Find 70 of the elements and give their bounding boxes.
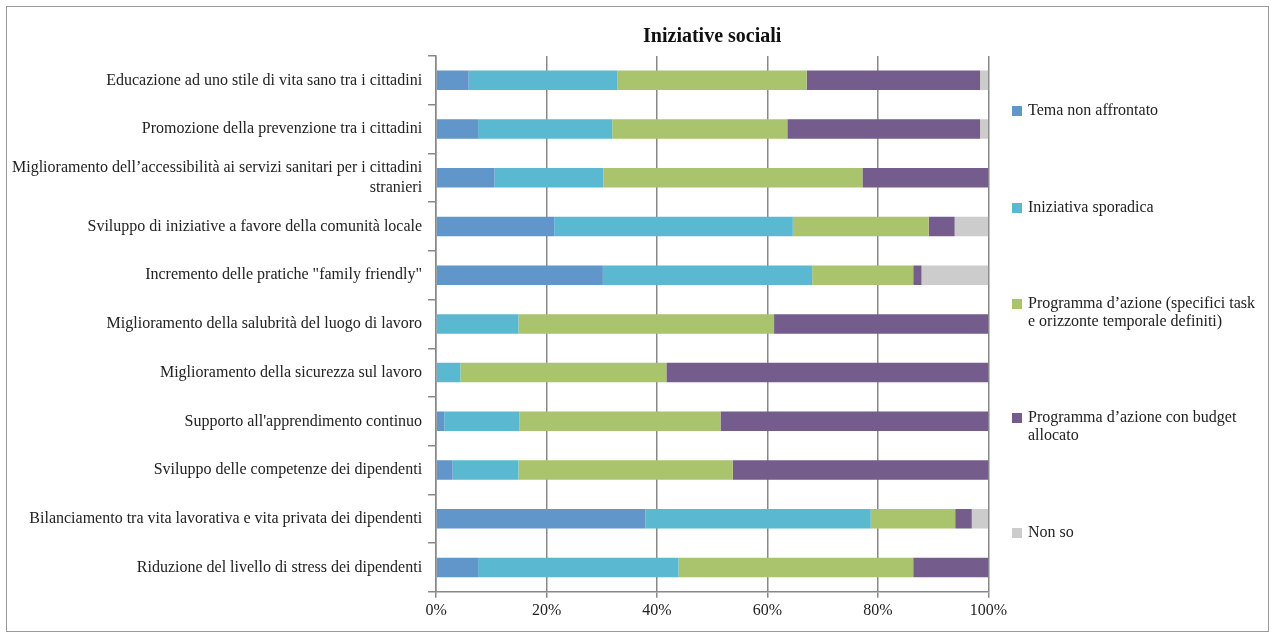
bar bbox=[732, 460, 989, 480]
bar bbox=[436, 362, 461, 383]
bar bbox=[913, 265, 922, 285]
bar bbox=[980, 119, 989, 139]
y-tick-label: Bilanciamento tra vita lavorativa e vita privata dei dipendenti bbox=[29, 508, 423, 527]
y-tick-label: Incremento delle pratiche "family friendly" bbox=[145, 265, 423, 284]
bar bbox=[812, 265, 914, 285]
x-tick-label: 0% bbox=[425, 600, 447, 618]
x-tick-label: 60% bbox=[752, 600, 783, 618]
bar bbox=[954, 216, 989, 237]
bar bbox=[518, 460, 733, 480]
bar bbox=[519, 411, 721, 432]
bar bbox=[913, 557, 989, 578]
legend-label: Programma d’azione con budget allocato bbox=[1028, 408, 1238, 445]
y-tick-label: Supporto all'apprendimento continuo bbox=[184, 411, 423, 430]
bar bbox=[720, 411, 989, 432]
x-tick-label: 100% bbox=[969, 600, 1007, 618]
bar bbox=[436, 216, 555, 237]
bar bbox=[478, 557, 679, 578]
y-tick-label: Miglioramento della salubrità del luogo di lavoro bbox=[106, 314, 423, 333]
bar bbox=[468, 70, 618, 91]
bar bbox=[921, 265, 989, 285]
bar bbox=[603, 168, 863, 188]
y-tick-label: Promozione della prevenzione tra i cittadini bbox=[141, 119, 423, 138]
bar bbox=[460, 362, 667, 383]
y-tick-label: Miglioramento della sicurezza sul lavoro bbox=[159, 362, 423, 381]
legend-label: Iniziativa sporadica bbox=[1028, 197, 1154, 216]
bar bbox=[645, 509, 871, 529]
legend-label: Non so bbox=[1028, 522, 1074, 541]
chart-title: Iniziative sociali bbox=[643, 24, 782, 46]
x-tick-label: 20% bbox=[531, 600, 562, 618]
bar bbox=[436, 460, 453, 480]
bar bbox=[436, 557, 479, 578]
bar bbox=[436, 509, 646, 529]
bar bbox=[666, 362, 989, 383]
bar bbox=[617, 70, 807, 91]
bar bbox=[436, 265, 603, 285]
bar bbox=[554, 216, 793, 237]
bar bbox=[436, 70, 469, 91]
bar bbox=[602, 265, 813, 285]
y-tick-label: Sviluppo delle competenze dei dipendenti bbox=[153, 460, 423, 479]
bar bbox=[955, 509, 972, 529]
bar bbox=[436, 119, 479, 139]
bar bbox=[436, 168, 495, 188]
y-tick-label: Riduzione del livello di stress dei dipendenti bbox=[136, 557, 423, 576]
bar bbox=[971, 509, 989, 529]
y-tick-label: Educazione ad uno stile di vita sano tra i cittadini bbox=[106, 70, 423, 88]
bar bbox=[774, 314, 989, 334]
legend-label: Tema non affrontato bbox=[1028, 101, 1159, 120]
bar bbox=[928, 216, 955, 237]
bar bbox=[806, 70, 981, 91]
bar bbox=[452, 460, 519, 480]
bar bbox=[478, 119, 613, 139]
y-tick-label: Miglioramento dell’accessibilità ai servizi sanitari per i cittadini stranieri bbox=[11, 158, 423, 195]
bar bbox=[436, 314, 519, 334]
x-tick-label: 40% bbox=[642, 600, 672, 618]
bar bbox=[678, 557, 914, 578]
bar bbox=[494, 168, 604, 188]
bar bbox=[444, 411, 520, 432]
y-tick-label: Sviluppo di iniziative a favore della comunità locale bbox=[87, 216, 423, 235]
bar bbox=[980, 70, 989, 91]
bar bbox=[518, 314, 775, 334]
bar bbox=[612, 119, 788, 139]
bar bbox=[436, 411, 445, 432]
bar bbox=[792, 216, 929, 237]
bar bbox=[870, 509, 956, 529]
legend-label: Programma d’azione (specifici task e orizzonte temporale definiti) bbox=[1028, 293, 1257, 330]
bar bbox=[787, 119, 981, 139]
bar bbox=[862, 168, 989, 188]
x-tick-label: 80% bbox=[863, 600, 893, 618]
